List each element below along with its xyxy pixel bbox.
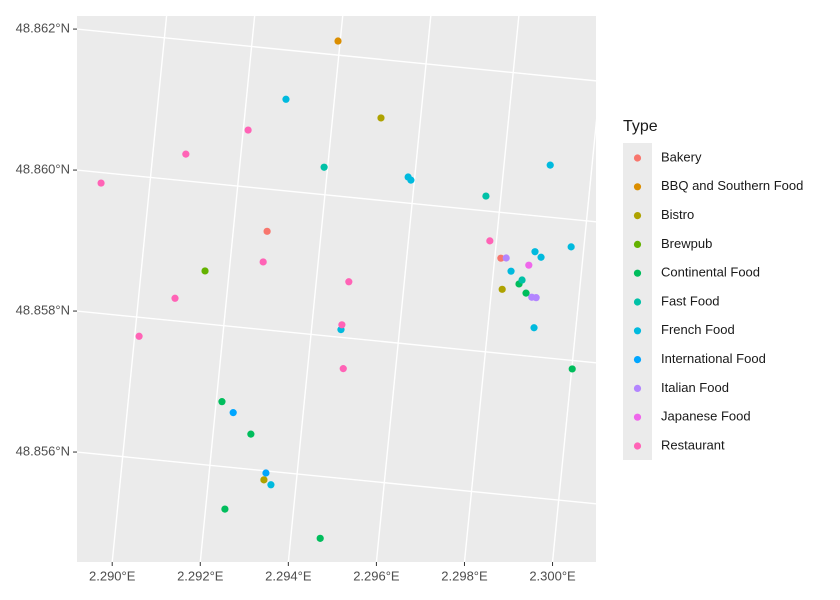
grid-line: [551, 118, 596, 562]
point: [221, 505, 229, 513]
legend-title: Type: [623, 118, 658, 135]
legend-key: [633, 327, 642, 335]
legend-key: [633, 154, 642, 162]
point: [334, 37, 342, 45]
point: [244, 126, 252, 134]
legend-key: [633, 384, 642, 392]
legend-label: Bakery: [661, 149, 702, 164]
grid-line: [77, 169, 596, 223]
point: [247, 430, 255, 438]
point: [260, 476, 268, 484]
point: [316, 534, 324, 542]
point: [530, 324, 538, 332]
point: [407, 176, 415, 184]
legend-label: Bistro: [661, 207, 694, 222]
grid-line: [111, 16, 168, 562]
x-tick-label: 2.298°E: [441, 568, 488, 583]
legend: Type Bakery BBQ and Southern Food Bistro Br…: [623, 118, 803, 460]
point: [229, 409, 237, 417]
point: [507, 267, 515, 275]
y-tick-label: 48.862°N: [16, 21, 70, 36]
point: [201, 267, 209, 275]
legend-key: [633, 413, 642, 421]
point: [497, 254, 505, 262]
legend-label: BBQ and Southern Food: [661, 178, 803, 193]
point: [525, 261, 533, 269]
point: [482, 192, 490, 200]
legend-label: Continental Food: [661, 265, 760, 280]
grid-line: [77, 451, 596, 505]
legend-key: [633, 356, 642, 364]
point: [377, 114, 385, 122]
point: [320, 163, 328, 171]
legend-label: Japanese Food: [661, 409, 751, 424]
legend-label: French Food: [661, 322, 735, 337]
point: [262, 469, 270, 477]
point: [486, 237, 494, 245]
point: [171, 294, 179, 302]
legend-key: [633, 298, 642, 306]
point: [567, 243, 575, 251]
legend-label: Restaurant: [661, 437, 725, 452]
legend-key: [633, 183, 642, 191]
point: [263, 227, 271, 235]
point: [518, 276, 526, 284]
point: [259, 258, 267, 266]
legend-label: Brewpub: [661, 236, 712, 251]
grid-line: [77, 28, 596, 82]
legend-label: Italian Food: [661, 380, 729, 395]
point: [267, 481, 275, 489]
x-tick-label: 2.290°E: [89, 568, 136, 583]
point: [546, 161, 554, 169]
y-tick-label: 48.858°N: [16, 302, 70, 317]
point: [531, 248, 539, 256]
legend-key: [633, 240, 642, 248]
point: [537, 253, 545, 261]
point: [97, 179, 105, 187]
grid-line: [199, 16, 256, 562]
point: [282, 95, 290, 103]
legend-label: International Food: [661, 351, 766, 366]
legend-label: Fast Food: [661, 293, 720, 308]
y-tick-label: 48.860°N: [16, 162, 70, 177]
point: [498, 285, 506, 293]
point: [135, 332, 143, 340]
point: [532, 294, 540, 302]
legend-key: [633, 212, 642, 220]
point: [182, 150, 190, 158]
grid-line: [375, 16, 432, 562]
panel: [77, 16, 596, 562]
point: [338, 321, 346, 329]
x-tick-label: 2.294°E: [265, 568, 312, 583]
grid-line: [77, 310, 596, 364]
x-tick-label: 2.296°E: [353, 568, 400, 583]
grid-line: [463, 16, 520, 562]
x-tick-label: 2.292°E: [177, 568, 224, 583]
legend-key: [633, 269, 642, 277]
point: [218, 398, 226, 406]
point: [568, 365, 576, 373]
point: [345, 278, 353, 286]
axes: 2.290°E 2.292°E 2.294°E 2.296°E 2.298°E 2.300…: [16, 21, 576, 584]
y-tick-label: 48.856°N: [16, 443, 70, 458]
grid-line: [287, 16, 344, 562]
x-tick-label: 2.300°E: [529, 568, 576, 583]
point: [522, 289, 530, 297]
point: [502, 254, 510, 262]
point: [339, 365, 347, 373]
points: [97, 37, 576, 542]
legend-key: [633, 442, 642, 450]
